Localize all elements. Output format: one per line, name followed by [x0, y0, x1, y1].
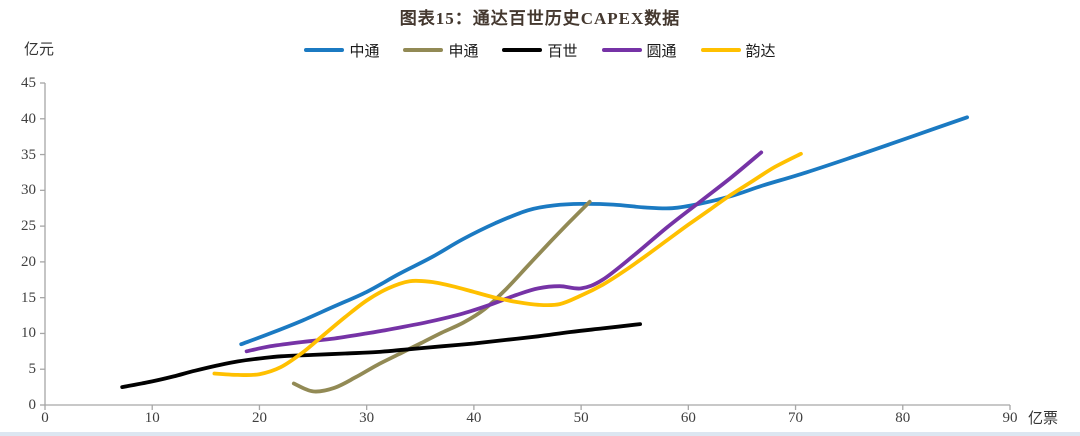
- legend-label-yunda: 韵达: [745, 42, 776, 60]
- series-line-yuantong: [244, 150, 764, 354]
- legend-item-shentong: 申通: [403, 40, 478, 61]
- legend-swatch-yuantong: [601, 48, 642, 52]
- y-tick-label: 0: [28, 397, 37, 413]
- x-axis-unit-label: 亿票: [1028, 410, 1059, 427]
- legend-item-yuantong: 圆通: [601, 40, 677, 61]
- bottom-strip: [0, 432, 1080, 436]
- x-tick-label: 60: [680, 410, 696, 426]
- series-line-shentong: [291, 199, 592, 394]
- x-tick-label: 90: [1002, 410, 1018, 426]
- legend-label-zhongtong: 中通: [349, 42, 380, 60]
- y-tick-label: 15: [21, 289, 36, 306]
- legend-swatch-zhongtong: [304, 48, 345, 52]
- x-tick-label: 20: [251, 410, 267, 426]
- y-tick-label: 30: [21, 182, 36, 199]
- x-tick-label: 70: [788, 410, 804, 426]
- x-tick-label: 0: [41, 410, 49, 426]
- legend-label-yuantong: 圆通: [646, 42, 677, 60]
- chart-legend: 中通 申通 百世 圆通 韵达: [0, 40, 1080, 60]
- legend-item-yunda: 韵达: [700, 40, 776, 61]
- y-tick-label: 40: [21, 110, 36, 127]
- page-title: 图表15：通达百世历史CAPEX数据: [399, 9, 681, 28]
- legend-swatch-baishi: [502, 48, 543, 52]
- x-tick-label: 30: [359, 410, 375, 426]
- y-tick-label: 20: [21, 253, 36, 270]
- legend-swatch-shentong: [403, 48, 444, 52]
- y-tick-label: 35: [21, 146, 36, 163]
- x-tick-label: 10: [144, 410, 160, 426]
- y-tick-label: 5: [28, 361, 37, 378]
- y-tick-label: 45: [21, 75, 36, 91]
- series-line-baishi: [120, 322, 642, 389]
- series-line-zhongtong: [239, 115, 969, 347]
- y-tick-label: 10: [21, 325, 36, 342]
- x-tick-label: 50: [573, 410, 589, 426]
- y-axis-unit-label: 亿元: [24, 41, 55, 58]
- y-tick-label: 25: [21, 218, 36, 235]
- legend-label-shentong: 申通: [448, 42, 479, 60]
- legend-swatch-yunda: [700, 48, 741, 52]
- legend-label-baishi: 百世: [547, 42, 578, 60]
- legend-item-zhongtong: 中通: [304, 40, 379, 61]
- series-line-yunda: [212, 151, 803, 378]
- legend-item-baishi: 百世: [502, 40, 578, 61]
- x-tick-label: 40: [466, 410, 482, 426]
- x-tick-label: 80: [895, 410, 911, 426]
